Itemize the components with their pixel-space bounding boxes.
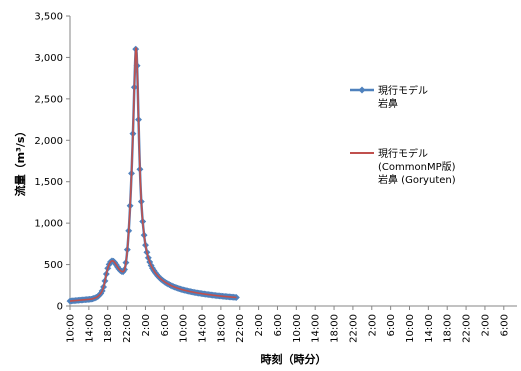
legend-entry-label: 現行モデル [378, 147, 428, 160]
x-tick-label: 18:00 [216, 314, 227, 343]
x-tick-label: 14:00 [84, 314, 95, 343]
x-tick-label: 6:00 [499, 314, 510, 336]
x-tick-label: 18:00 [443, 314, 454, 343]
x-tick-label: 6:00 [160, 314, 171, 336]
y-tick-label: 2,000 [34, 136, 63, 147]
legend-entry-label: 岩鼻 [378, 97, 398, 110]
y-tick-label: 3,500 [34, 12, 63, 23]
axes-group: 0 500 1,000 1,500 2,000 2,500 3,000 3,500 10:00 1… [34, 12, 517, 343]
x-tick-label: 6:00 [386, 314, 397, 336]
x-tick-label: 14:00 [198, 314, 209, 343]
x-axis-label: 時刻（時分） [261, 352, 327, 366]
y-tick-label: 2,500 [34, 94, 63, 105]
x-tick-label: 2:00 [367, 314, 378, 336]
y-tick-label: 1,000 [34, 219, 63, 230]
x-tick-label: 10:00 [292, 314, 303, 343]
series-line-current-model [70, 47, 237, 303]
x-tick-label: 10:00 [66, 314, 77, 343]
x-tick-label: 22:00 [122, 314, 133, 343]
x-tick-label: 14:00 [424, 314, 435, 343]
y-axis-label: 流量（m³/s） [13, 126, 27, 197]
x-tick-label: 2:00 [480, 314, 491, 336]
legend-entry-label: 岩鼻 (Goryuten) [378, 173, 456, 186]
y-tick-label: 500 [44, 260, 63, 271]
x-tick-label: 18:00 [103, 314, 114, 343]
x-tick-label: 22:00 [348, 314, 359, 343]
series-marker-diamond [232, 293, 240, 302]
x-tick-label: 22:00 [462, 314, 473, 343]
x-tick-label: 2:00 [141, 314, 152, 336]
x-tick-label: 2:00 [254, 314, 265, 336]
x-tick-label: 18:00 [330, 314, 341, 343]
y-tick-label: 1,500 [34, 177, 63, 188]
x-tick-label: 22:00 [235, 314, 246, 343]
x-tick-label: 10:00 [179, 314, 190, 343]
y-tick-label: 0 [57, 302, 63, 313]
x-tick-label: 6:00 [273, 314, 284, 336]
series-group [66, 45, 240, 305]
y-tick-label: 3,000 [34, 53, 63, 64]
x-tick-label: 10:00 [405, 314, 416, 343]
legend-entry-label: (CommonMP版) [378, 160, 456, 173]
legend-swatch-diamond [358, 86, 366, 94]
series-line-commonmp [70, 47, 237, 302]
legend-entry-label: 現行モデル [378, 84, 428, 97]
x-tick-label: 14:00 [311, 314, 322, 343]
